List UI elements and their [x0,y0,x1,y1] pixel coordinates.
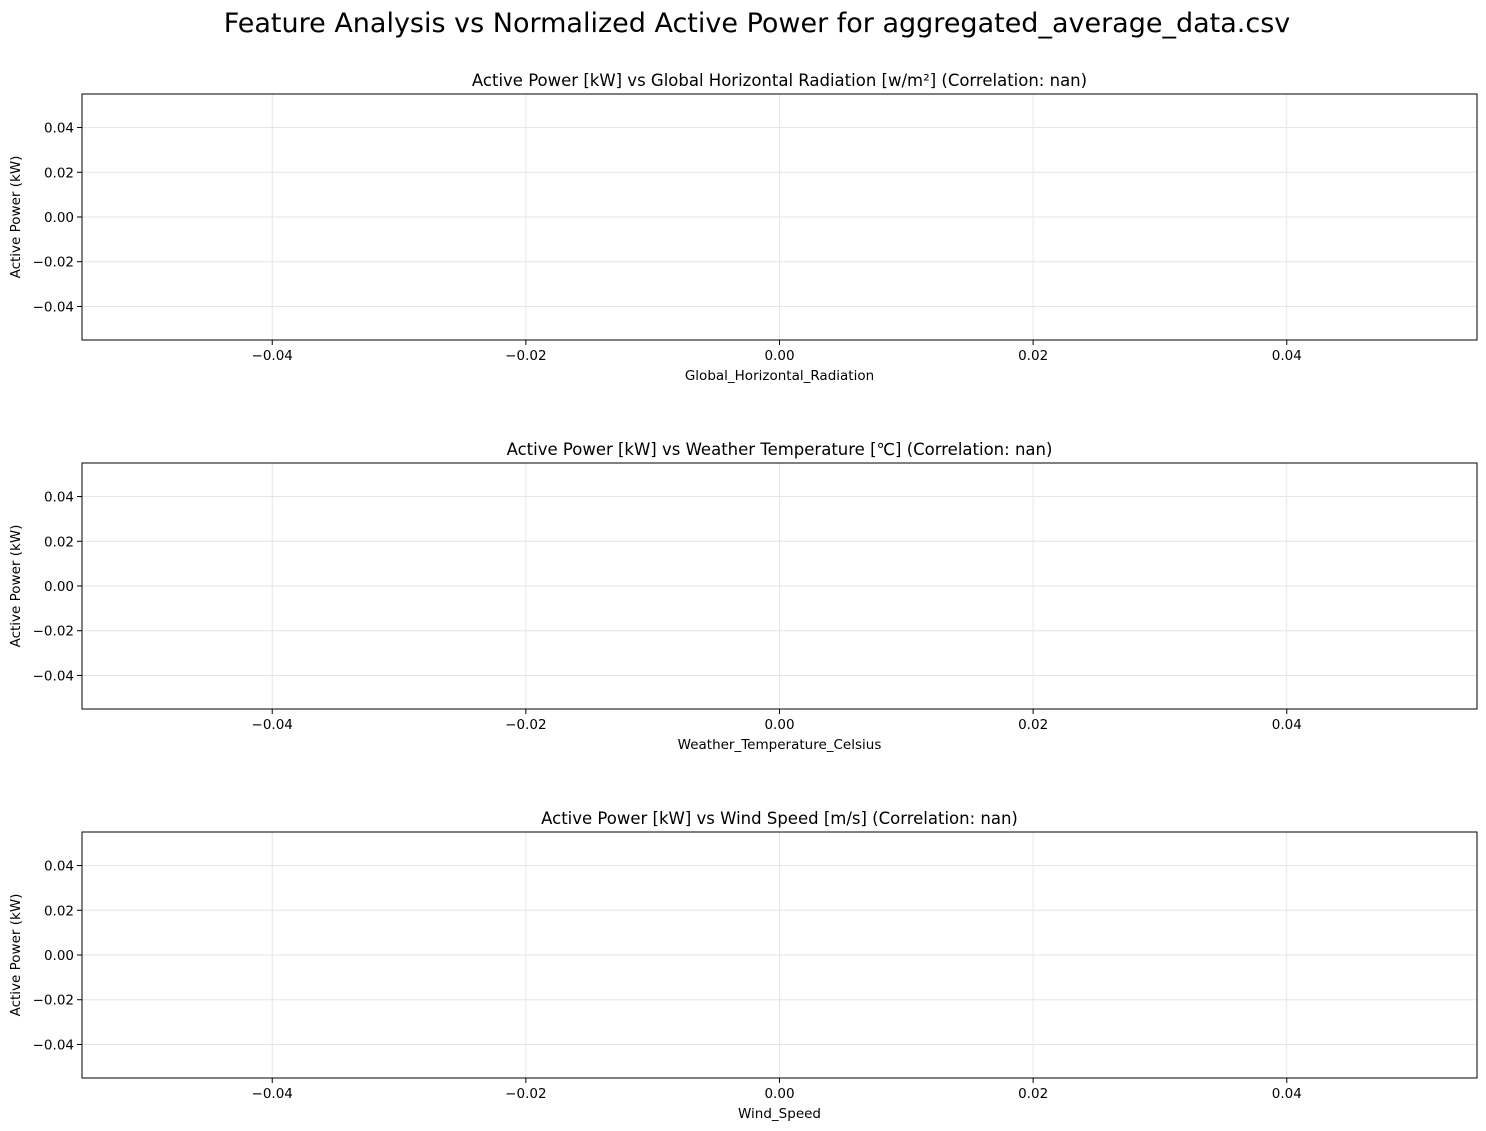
x-tick-label: 0.02 [1018,1086,1048,1102]
y-axis-label: Active Power (kW) [8,156,24,279]
x-tick-label: −0.04 [252,348,293,364]
x-tick-label: 0.02 [1018,717,1048,733]
subplot-title: Active Power [kW] vs Wind Speed [m/s] (C… [541,809,1018,828]
subplots: Active Power [kW] vs Global Horizontal R… [8,71,1478,1122]
x-tick-label: −0.02 [505,717,546,733]
x-axis-label: Wind_Speed [738,1106,821,1122]
subplot-title: Active Power [kW] vs Global Horizontal R… [472,71,1087,90]
figure-suptitle: Feature Analysis vs Normalized Active Po… [224,8,1291,39]
x-axis-label: Global_Horizontal_Radiation [685,368,874,384]
x-tick-label: 0.00 [764,348,794,364]
x-tick-label: −0.04 [252,1086,293,1102]
x-tick-label: 0.04 [1272,717,1302,733]
y-tick-label: −0.02 [33,624,74,640]
x-axis-label: Weather_Temperature_Celsius [678,737,882,753]
subplot-1: Active Power [kW] vs Global Horizontal R… [8,71,1478,384]
x-tick-label: 0.04 [1272,1086,1302,1102]
y-tick-label: 0.04 [44,121,74,137]
x-tick-label: −0.04 [252,717,293,733]
x-tick-label: 0.00 [764,1086,794,1102]
y-tick-label: 0.02 [44,903,74,919]
y-tick-label: 0.02 [44,165,74,181]
x-tick-label: 0.04 [1272,348,1302,364]
y-tick-label: −0.02 [33,993,74,1009]
y-tick-label: −0.04 [33,668,74,684]
x-tick-label: −0.02 [505,348,546,364]
x-tick-label: −0.02 [505,1086,546,1102]
y-tick-label: −0.02 [33,255,74,271]
y-tick-label: 0.02 [44,534,74,550]
y-tick-label: −0.04 [33,1037,74,1053]
y-axis-label: Active Power (kW) [8,525,24,648]
y-axis-label: Active Power (kW) [8,894,24,1017]
subplot-title: Active Power [kW] vs Weather Temperature… [507,440,1053,459]
y-tick-label: 0.00 [44,948,74,964]
y-tick-label: 0.04 [44,490,74,506]
y-tick-label: 0.04 [44,859,74,875]
x-tick-label: 0.02 [1018,348,1048,364]
y-tick-label: 0.00 [44,210,74,226]
y-tick-label: 0.00 [44,579,74,595]
subplot-2: Active Power [kW] vs Weather Temperature… [8,440,1478,753]
subplot-3: Active Power [kW] vs Wind Speed [m/s] (C… [8,809,1478,1122]
y-tick-label: −0.04 [33,299,74,315]
x-tick-label: 0.00 [764,717,794,733]
